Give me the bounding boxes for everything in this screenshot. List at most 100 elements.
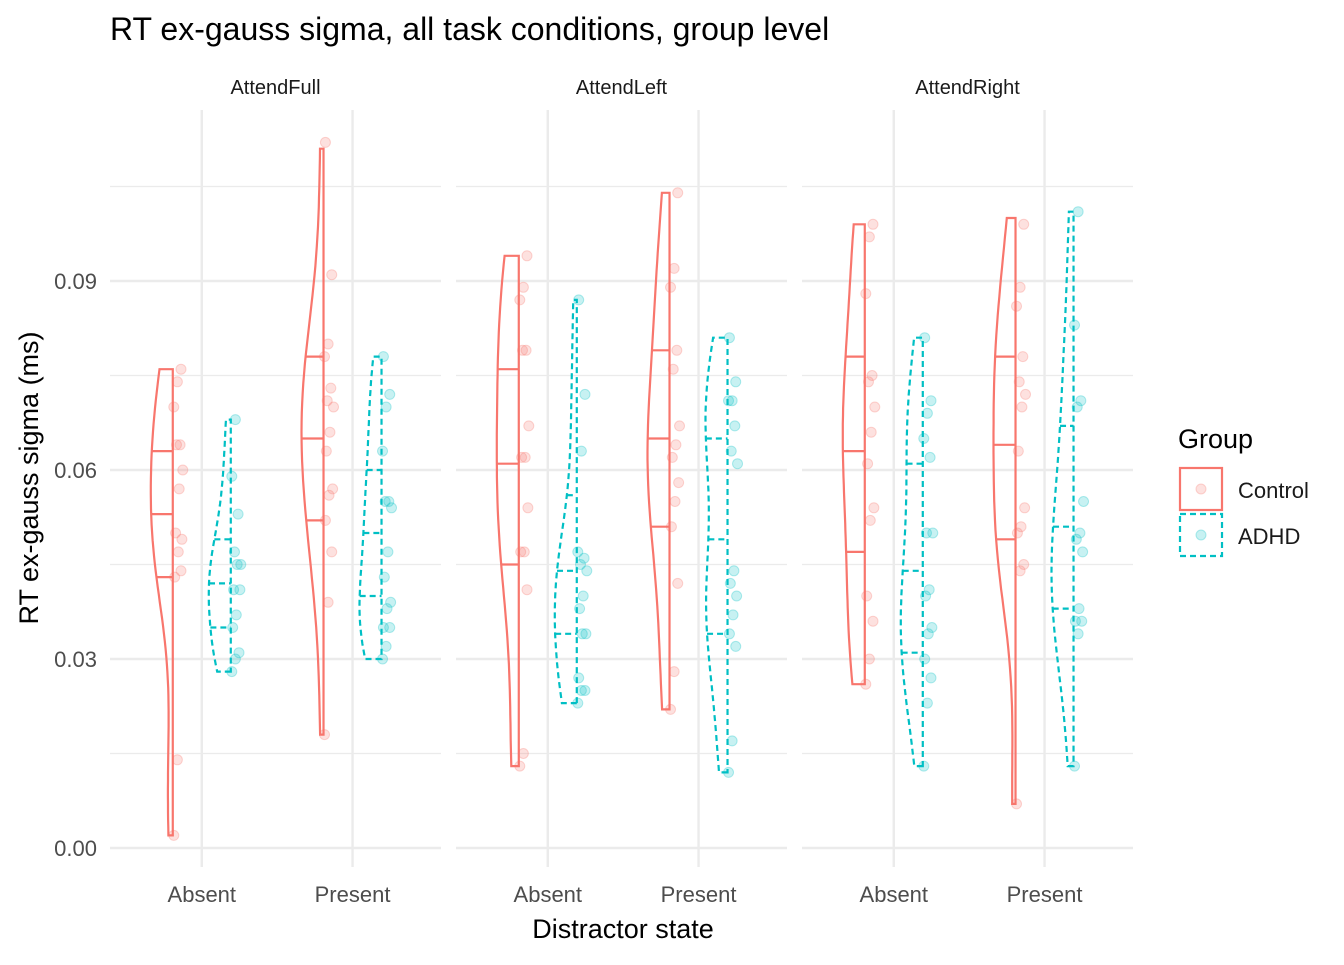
data-point — [918, 760, 930, 772]
violin-AttendFull-Absent-Control — [149, 368, 174, 837]
data-point — [672, 187, 684, 199]
data-point — [518, 546, 530, 558]
data-point — [668, 666, 680, 678]
data-point — [1072, 628, 1084, 640]
data-point — [727, 609, 739, 621]
data-point — [671, 344, 683, 356]
data-point — [866, 370, 878, 381]
facet-label-AttendFull: AttendFull — [230, 77, 320, 99]
data-point — [725, 445, 737, 457]
violin-AttendFull-Present-ADHD — [358, 355, 383, 661]
data-point — [228, 546, 240, 558]
data-point — [732, 458, 744, 470]
data-point — [523, 420, 535, 432]
data-point — [927, 527, 939, 539]
x-tick-label: Absent — [514, 882, 583, 907]
violin-AttendRight-Present-Control — [992, 216, 1017, 805]
data-point — [226, 666, 238, 678]
data-point — [514, 294, 526, 306]
data-point — [519, 451, 531, 463]
facet-panel-AttendRight: AttendRight Absent Present — [802, 77, 1133, 907]
data-point — [577, 590, 589, 602]
data-point — [377, 445, 389, 457]
data-point — [865, 426, 877, 438]
data-point — [867, 615, 879, 627]
data-point — [730, 640, 742, 652]
data-point — [922, 628, 934, 640]
data-point — [380, 640, 392, 652]
data-point — [1016, 401, 1028, 413]
data-point — [319, 351, 331, 363]
data-point — [1015, 521, 1027, 533]
data-point — [919, 332, 931, 344]
data-point — [229, 653, 241, 665]
data-point — [384, 622, 396, 633]
data-point — [726, 735, 738, 747]
data-point — [1014, 565, 1026, 577]
data-point — [672, 577, 684, 589]
data-point — [1018, 559, 1030, 570]
data-point — [731, 590, 743, 602]
x-tick-label: Present — [315, 882, 391, 907]
legend-title: Group — [1178, 424, 1253, 454]
legend-key-Control — [1178, 466, 1224, 512]
data-point — [321, 395, 333, 407]
data-point — [723, 628, 735, 640]
data-point — [231, 559, 243, 570]
data-point — [925, 395, 937, 407]
data-point — [386, 502, 398, 514]
data-point — [377, 622, 389, 633]
data-point — [326, 546, 338, 558]
data-point — [516, 451, 528, 463]
data-point — [862, 376, 874, 388]
data-point — [575, 445, 587, 457]
data-point — [925, 672, 937, 684]
data-point — [168, 401, 180, 413]
violin-AttendRight-Absent-Control — [841, 223, 866, 686]
data-point — [382, 546, 394, 558]
data-point — [673, 477, 685, 489]
data-point — [665, 703, 677, 715]
data-point — [328, 401, 340, 413]
data-point — [230, 609, 242, 621]
data-point — [378, 571, 390, 583]
data-point — [169, 571, 181, 583]
data-point — [233, 647, 245, 659]
data-point — [175, 363, 187, 375]
data-point — [1014, 281, 1026, 293]
data-point — [860, 678, 872, 690]
data-point — [863, 231, 875, 243]
data-point — [517, 748, 529, 759]
data-point — [1075, 395, 1087, 407]
data-point — [921, 407, 933, 419]
data-point — [1074, 527, 1086, 539]
data-point — [171, 754, 183, 766]
data-point — [574, 559, 586, 570]
data-point — [581, 565, 593, 577]
data-point — [669, 496, 681, 507]
data-point — [576, 628, 588, 640]
data-point — [229, 414, 241, 426]
data-point — [668, 262, 680, 274]
y-tick-label: 0.03 — [54, 647, 97, 672]
x-tick-label: Absent — [168, 882, 237, 907]
data-point — [325, 382, 337, 394]
data-point — [572, 546, 584, 558]
facet-panel-AttendLeft: AttendLeft Absent Present — [456, 77, 787, 907]
data-point — [1020, 388, 1032, 400]
data-point — [674, 420, 686, 432]
facet-panel-AttendFull: AttendFull Absent Present 0.00 0.03 0.06 0.09 — [54, 77, 441, 907]
data-point — [381, 603, 393, 615]
facet-label-AttendLeft: AttendLeft — [576, 77, 668, 99]
data-point — [1078, 496, 1090, 507]
data-point — [724, 577, 736, 589]
data-point — [575, 685, 587, 696]
y-axis-label: RT ex-gauss sigma (ms) — [14, 331, 44, 624]
data-point — [920, 527, 932, 539]
data-point — [863, 653, 875, 665]
data-point — [514, 760, 526, 772]
data-point — [1077, 546, 1089, 558]
